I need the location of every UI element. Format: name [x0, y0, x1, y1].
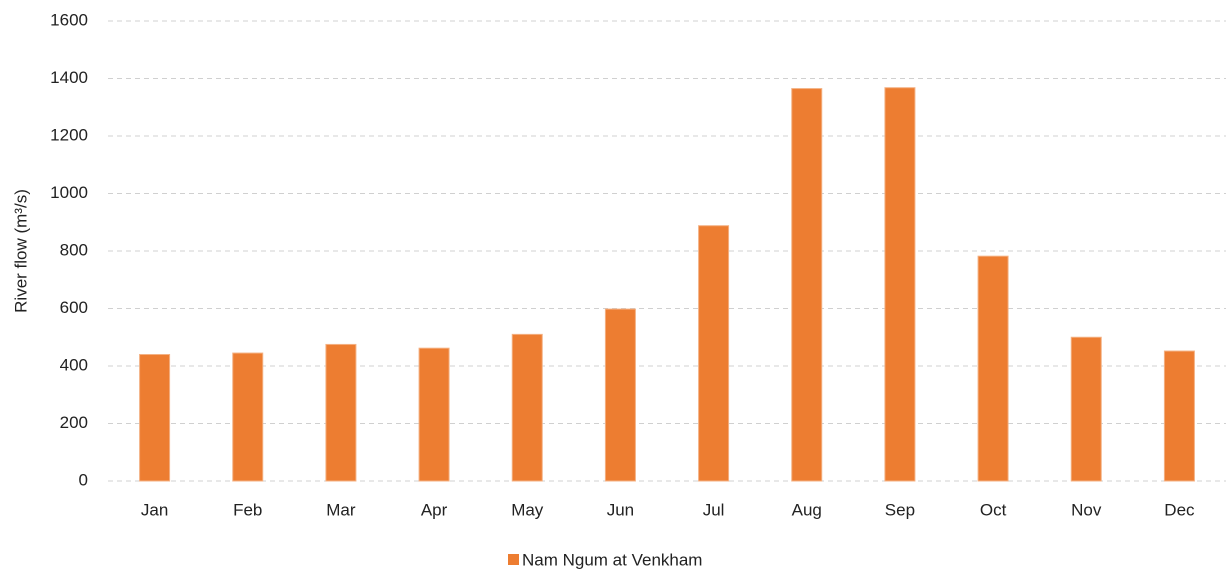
y-tick-label: 1400 — [50, 68, 88, 87]
x-tick-label: Sep — [885, 500, 915, 519]
bar — [698, 225, 730, 482]
x-tick-label: Aug — [792, 500, 822, 519]
x-tick-label: Jun — [607, 500, 634, 519]
bar — [884, 87, 916, 482]
y-tick-label: 800 — [60, 240, 88, 259]
x-tick-label: Apr — [421, 500, 448, 519]
x-tick-label: Jan — [141, 500, 168, 519]
x-tick-label: Dec — [1164, 500, 1195, 519]
bar — [511, 333, 543, 482]
bar — [325, 343, 357, 482]
y-tick-label: 1600 — [50, 10, 88, 29]
x-tick-label: Jul — [703, 500, 725, 519]
y-axis-label: River flow (m³/s) — [11, 189, 30, 313]
bar — [232, 352, 264, 482]
x-tick-label: Nov — [1071, 500, 1102, 519]
y-tick-label: 1000 — [50, 183, 88, 202]
bar — [139, 354, 171, 482]
bar — [418, 347, 450, 482]
legend-swatch — [508, 554, 519, 565]
y-tick-label: 400 — [60, 355, 88, 374]
bar — [604, 308, 636, 482]
y-tick-label: 0 — [79, 470, 88, 489]
y-tick-label: 200 — [60, 413, 88, 432]
y-tick-label: 1200 — [50, 125, 88, 144]
x-tick-label: Oct — [980, 500, 1007, 519]
x-tick-label: Feb — [233, 500, 262, 519]
y-tick-label: 600 — [60, 298, 88, 317]
bar — [1163, 350, 1195, 482]
legend-label: Nam Ngum at Venkham — [522, 550, 702, 569]
bar — [977, 255, 1009, 482]
bar — [791, 88, 823, 482]
x-tick-label: Mar — [326, 500, 356, 519]
bar — [1070, 336, 1102, 482]
x-tick-label: May — [511, 500, 544, 519]
